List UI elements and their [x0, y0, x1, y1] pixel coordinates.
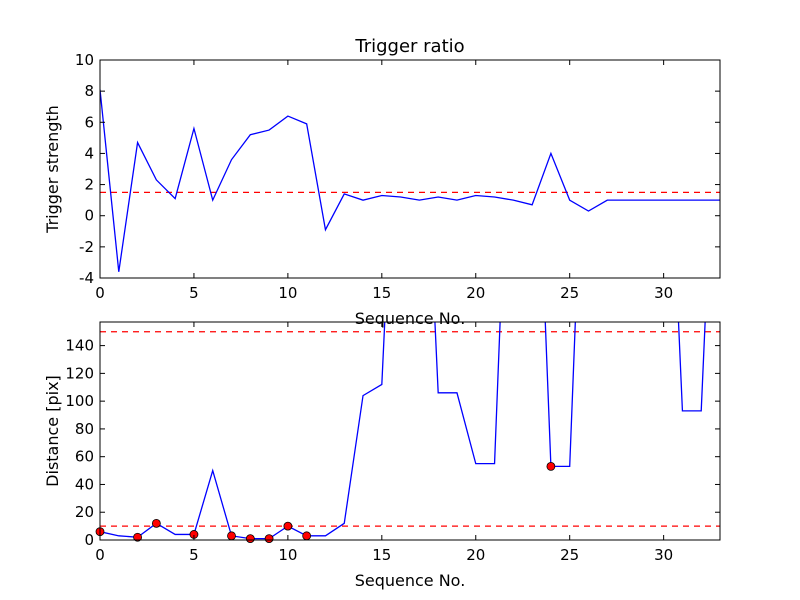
chart-title: Trigger ratio [354, 36, 464, 57]
y-tick-label: 20 [75, 503, 94, 521]
x-tick-label: 30 [654, 284, 673, 302]
y-tick-label: 4 [84, 144, 94, 162]
x-tick-label: 20 [466, 284, 485, 302]
y-tick-label: 100 [65, 392, 94, 410]
data-point-8 [302, 531, 312, 541]
y-tick-label: 2 [84, 176, 94, 194]
x-tick-label: 10 [278, 546, 297, 564]
x-tick-label: 0 [95, 546, 105, 564]
plot-area [100, 322, 720, 540]
data-point-6 [264, 534, 274, 544]
data-point-2 [151, 518, 161, 528]
axes-frame [99, 59, 721, 279]
y-tick-label: 80 [75, 420, 94, 438]
x-tick-label: 5 [189, 546, 199, 564]
y-axis-label: Trigger strength [43, 105, 62, 234]
axes-frame [99, 321, 721, 541]
y-axis-label: Distance [pix] [43, 375, 62, 487]
x-tick-label: 25 [560, 546, 579, 564]
x-tick-label: 30 [654, 546, 673, 564]
y-tick-label: 60 [75, 448, 94, 466]
series-line-0 [100, 322, 706, 540]
y-tick-label: -4 [79, 269, 94, 287]
x-tick-label: 5 [189, 284, 199, 302]
y-tick-label: 0 [84, 207, 94, 225]
data-point-4 [227, 531, 236, 541]
plot-area [100, 89, 720, 272]
y-tick-label: 6 [84, 113, 94, 131]
data-point-1 [133, 532, 142, 542]
x-axis-label: Sequence No. [355, 571, 466, 590]
x-tick-label: 25 [560, 284, 579, 302]
x-tick-label: 0 [95, 284, 105, 302]
x-tick-label: 20 [466, 546, 485, 564]
data-point-5 [245, 534, 255, 544]
x-tick-label: 15 [372, 284, 391, 302]
y-tick-label: 8 [84, 82, 94, 100]
y-tick-label: 10 [75, 51, 94, 69]
x-tick-label: 10 [278, 284, 297, 302]
data-point-7 [283, 521, 293, 531]
series-line-0 [100, 89, 720, 272]
y-tick-label: 140 [65, 337, 94, 355]
x-tick-label: 15 [372, 546, 391, 564]
y-tick-label: 40 [75, 475, 94, 493]
y-tick-label: -2 [79, 238, 94, 256]
distance-plot: 0 5 10 15 20 25 30 0 20 40 60 80 100 120 140 Sequence N… [43, 321, 721, 590]
trigger-ratio-plot: 0 5 10 15 20 25 30 -4 -2 0 2 4 6 8 10 Trigger ratio Sequ… [43, 36, 721, 328]
x-axis-label: Sequence No. [355, 309, 466, 328]
data-point-9 [546, 462, 556, 471]
y-tick-label: 120 [65, 364, 94, 382]
y-tick-label: 0 [84, 531, 94, 549]
